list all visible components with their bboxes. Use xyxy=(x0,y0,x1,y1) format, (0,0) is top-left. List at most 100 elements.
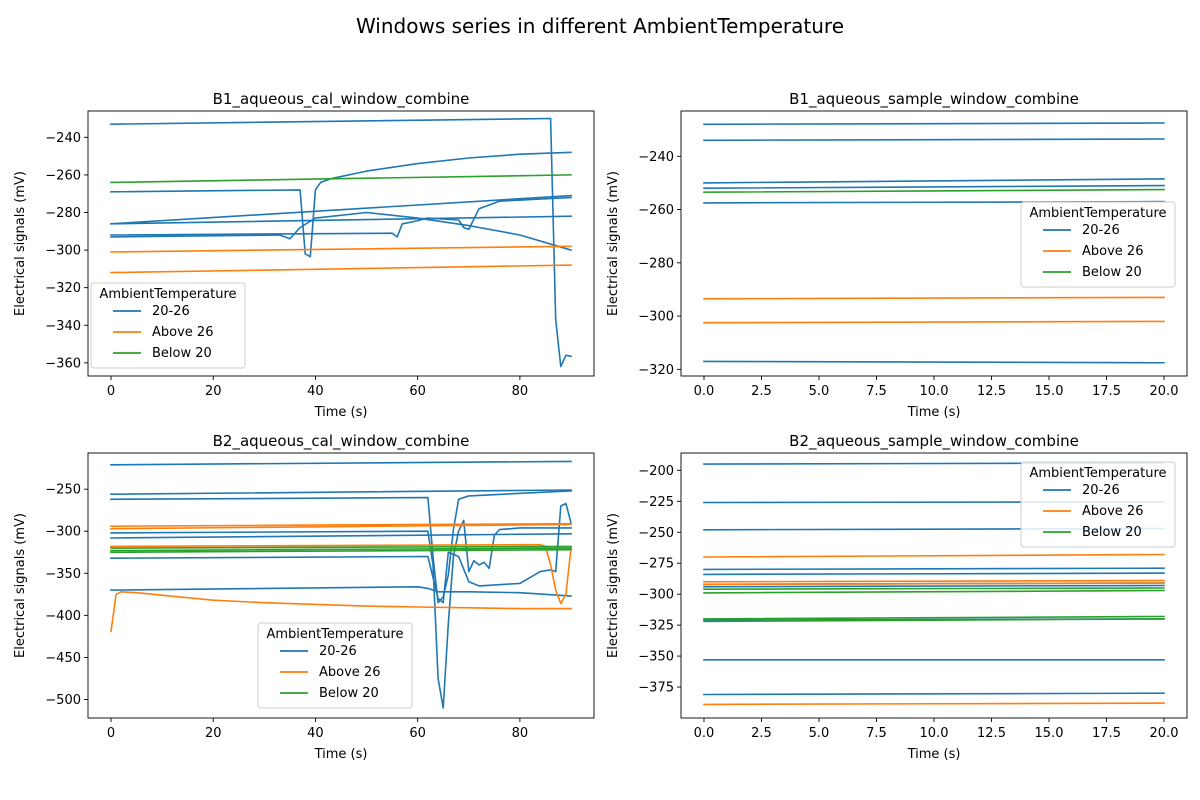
subplot-4: 0.0 2.5 5.0 7.5 10.0 12.5 15.0 17.5 20.0 −375 −350… xyxy=(606,432,1188,762)
y-tick-label: −360 xyxy=(45,356,81,371)
x-tick-label: 0 xyxy=(107,384,115,399)
subplot-title: B2_aqueous_sample_window_combine xyxy=(789,432,1079,451)
x-axis-label: Time (s) xyxy=(314,405,368,420)
series-line-9 xyxy=(110,174,572,184)
series-line-8 xyxy=(703,320,1165,324)
series-line-4 xyxy=(703,184,1165,190)
series-line-5 xyxy=(110,211,572,252)
legend-entry-label: Below 20 xyxy=(319,686,379,701)
y-tick-label: −260 xyxy=(45,168,81,183)
y-tick-label: −275 xyxy=(638,557,674,572)
x-tick-label: 17.5 xyxy=(1092,726,1121,741)
series-line-9 xyxy=(703,188,1165,194)
y-tick-label: −320 xyxy=(45,281,81,296)
legend-title: AmbientTemperature xyxy=(1029,466,1166,481)
axes-frame xyxy=(87,110,595,377)
y-tick-label: −300 xyxy=(45,244,81,259)
series-line-10 xyxy=(110,543,572,605)
y-tick-label: −300 xyxy=(638,588,674,603)
series-line-17 xyxy=(703,615,1165,620)
subplot-title: B1_aqueous_sample_window_combine xyxy=(789,90,1079,109)
x-tick-label: 40 xyxy=(307,726,324,741)
x-tick-label: 17.5 xyxy=(1092,384,1121,399)
series-line-15 xyxy=(703,587,1165,591)
y-tick-label: −325 xyxy=(638,619,674,634)
series-line-11 xyxy=(110,591,572,633)
x-tick-label: 60 xyxy=(409,384,426,399)
series-line-3 xyxy=(110,215,572,225)
x-tick-label: 7.5 xyxy=(866,726,887,741)
y-tick-label: −500 xyxy=(45,693,81,708)
series-line-7 xyxy=(110,586,572,597)
x-tick-label: 2.5 xyxy=(751,726,772,741)
x-tick-label: 7.5 xyxy=(866,384,887,399)
legend: AmbientTemperature 20-26 Above 26 Below 20 xyxy=(1020,461,1176,548)
series-line-14 xyxy=(703,702,1165,706)
x-tick-label: 80 xyxy=(512,384,529,399)
x-tick-label: 60 xyxy=(409,726,426,741)
series-group xyxy=(703,122,1165,364)
y-tick-label: −350 xyxy=(45,567,81,582)
y-axis-label: Electrical signals (mV) xyxy=(13,171,28,316)
y-tick-label: −240 xyxy=(638,150,674,165)
series-line-2 xyxy=(110,151,572,258)
subplot-title: B1_aqueous_cal_window_combine xyxy=(213,90,470,109)
x-tick-label: 40 xyxy=(307,384,324,399)
y-axis-label: Electrical signals (mV) xyxy=(13,513,28,658)
series-line-6 xyxy=(110,196,572,238)
x-tick-label: 0.0 xyxy=(694,384,715,399)
legend-entry-label: 20-26 xyxy=(1082,223,1120,238)
x-tick-label: 20 xyxy=(205,726,222,741)
legend-title: AmbientTemperature xyxy=(266,627,403,642)
y-tick-label: −280 xyxy=(45,206,81,221)
x-tick-label: 15.0 xyxy=(1035,384,1064,399)
y-tick-label: −300 xyxy=(45,525,81,540)
series-line-16 xyxy=(703,589,1165,594)
x-tick-label: 0.0 xyxy=(694,726,715,741)
legend-box xyxy=(257,622,413,709)
y-tick-label: −450 xyxy=(45,651,81,666)
series-line-18 xyxy=(703,618,1165,623)
series-line-6 xyxy=(703,360,1165,364)
y-tick-label: −320 xyxy=(638,363,674,378)
series-line-7 xyxy=(110,245,572,253)
y-tick-label: −240 xyxy=(45,131,81,146)
series-line-6 xyxy=(110,502,572,604)
series-line-1 xyxy=(110,117,572,368)
series-line-8 xyxy=(110,264,572,274)
subplot-3: 0 20 40 60 80 −500 −450 −400 −350 −300 −250 B2_aque… xyxy=(13,432,595,762)
series-line-4 xyxy=(703,567,1165,571)
legend-box xyxy=(1020,461,1176,548)
legend-entry-label: Above 26 xyxy=(1082,244,1143,259)
legend-entry-label: Below 20 xyxy=(1082,525,1142,540)
series-line-9 xyxy=(110,523,572,530)
subplot-title: B2_aqueous_cal_window_combine xyxy=(213,432,470,451)
axes-frame xyxy=(87,452,595,719)
figure-title: Windows series in different AmbientTempe… xyxy=(356,14,844,38)
series-group xyxy=(110,460,572,709)
series-line-5 xyxy=(110,532,572,539)
y-tick-label: −350 xyxy=(638,650,674,665)
legend-entry-label: Above 26 xyxy=(319,665,380,680)
y-tick-label: −250 xyxy=(45,483,81,498)
legend-box xyxy=(1020,201,1176,288)
x-tick-label: 12.5 xyxy=(977,726,1006,741)
legend-entry-label: 20-26 xyxy=(319,644,357,659)
legend: AmbientTemperature 20-26 Above 26 Below 20 xyxy=(90,282,246,369)
legend-box xyxy=(90,282,246,369)
series-line-11 xyxy=(703,553,1165,558)
legend-entry-label: 20-26 xyxy=(152,304,190,319)
x-tick-label: 10.0 xyxy=(920,726,949,741)
y-tick-label: −225 xyxy=(638,495,674,510)
x-axis-label: Time (s) xyxy=(907,405,961,420)
series-line-2 xyxy=(703,138,1165,142)
x-tick-label: 12.5 xyxy=(977,384,1006,399)
series-line-1 xyxy=(110,460,572,466)
legend-entry-label: Below 20 xyxy=(1082,265,1142,280)
y-tick-label: −300 xyxy=(638,310,674,325)
series-line-13 xyxy=(110,547,572,552)
series-line-3 xyxy=(110,490,572,604)
series-line-7 xyxy=(703,584,1165,588)
legend-entry-label: 20-26 xyxy=(1082,483,1120,498)
x-tick-label: 80 xyxy=(512,726,529,741)
